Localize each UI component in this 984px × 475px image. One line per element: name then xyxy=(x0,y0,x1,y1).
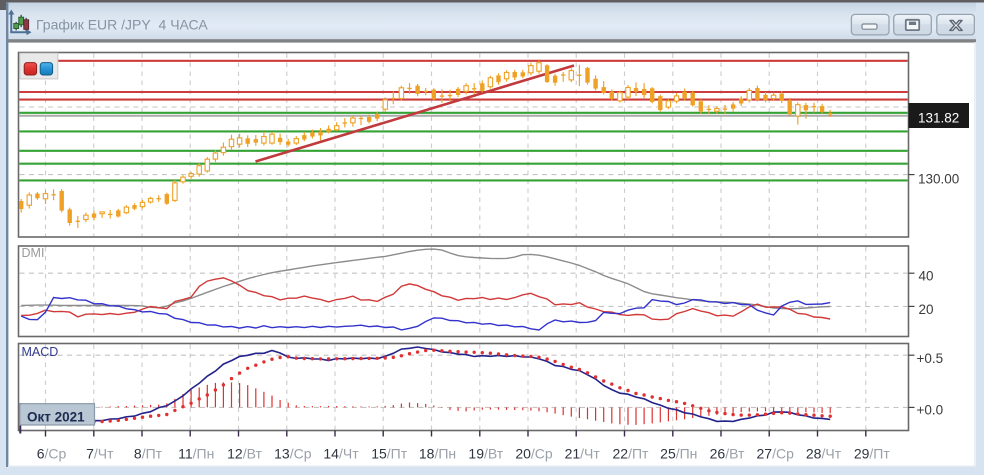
svg-text:+0.5: +0.5 xyxy=(917,351,944,366)
svg-text:15/Пт: 15/Пт xyxy=(371,446,408,462)
svg-text:26/Вт: 26/Вт xyxy=(710,446,745,462)
svg-text:20: 20 xyxy=(919,302,934,317)
svg-text:+0.0: +0.0 xyxy=(917,403,944,418)
svg-text:11/Пн: 11/Пн xyxy=(178,446,214,462)
svg-text:18/Пн: 18/Пн xyxy=(419,446,456,462)
svg-text:13/Ср: 13/Ср xyxy=(274,446,312,462)
svg-text:130.00: 130.00 xyxy=(918,171,959,186)
svg-text:Окт 2021: Окт 2021 xyxy=(27,409,85,424)
svg-text:21/Чт: 21/Чт xyxy=(565,446,601,462)
svg-text:20/Ср: 20/Ср xyxy=(515,446,553,462)
svg-text:40: 40 xyxy=(919,269,934,284)
svg-text:28/Чт: 28/Чт xyxy=(806,446,842,462)
svg-text:25/Пн: 25/Пн xyxy=(660,446,697,462)
svg-text:DMI: DMI xyxy=(22,246,45,260)
svg-text:8/Пт: 8/Пт xyxy=(134,446,163,462)
svg-text:MACD: MACD xyxy=(22,345,59,359)
svg-text:131.82: 131.82 xyxy=(918,110,959,125)
svg-text:27/Ср: 27/Ср xyxy=(757,446,795,462)
svg-text:6/Ср: 6/Ср xyxy=(37,446,67,462)
svg-text:График EUR /JPY 4 ЧАСА: График EUR /JPY 4 ЧАСА xyxy=(36,16,208,32)
svg-text:19/Вт: 19/Вт xyxy=(468,446,503,462)
svg-text:14/Чт: 14/Чт xyxy=(323,446,359,462)
svg-text:12/Вт: 12/Вт xyxy=(227,446,262,462)
svg-text:22/Пт: 22/Пт xyxy=(613,446,650,462)
svg-text:29/Пт: 29/Пт xyxy=(854,446,891,462)
svg-text:7/Чт: 7/Чт xyxy=(86,446,114,462)
